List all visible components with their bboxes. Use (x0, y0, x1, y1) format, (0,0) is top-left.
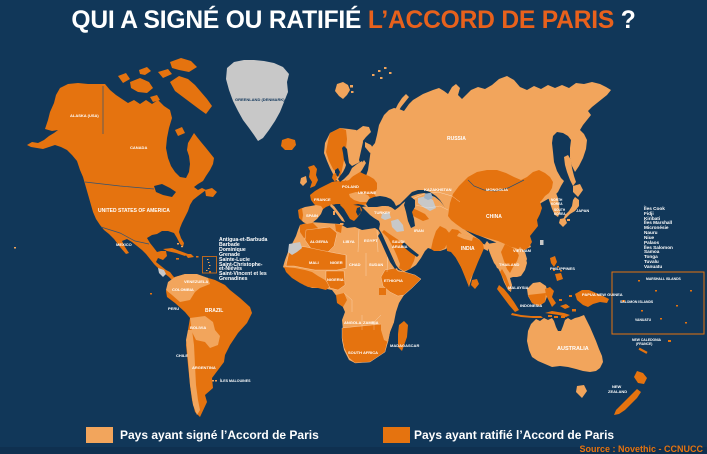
svg-text:AUSTRALIA: AUSTRALIA (557, 346, 589, 352)
svg-text:MARSHALL ISLANDS: MARSHALL ISLANDS (646, 277, 682, 281)
svg-text:FRANCE: FRANCE (314, 197, 331, 202)
svg-text:ZEALAND: ZEALAND (608, 389, 627, 394)
svg-text:SOUTH AFRICA: SOUTH AFRICA (348, 350, 378, 355)
svg-text:BRAZIL: BRAZIL (205, 308, 223, 314)
svg-text:MALAYSIA: MALAYSIA (508, 285, 529, 290)
svg-text:SUDAN: SUDAN (369, 262, 383, 267)
svg-text:ANGOLA: ANGOLA (344, 320, 361, 325)
svg-text:MALI: MALI (309, 260, 319, 265)
svg-text:GREENLAND (DENMARK): GREENLAND (DENMARK) (235, 97, 285, 102)
svg-text:THAILAND: THAILAND (499, 262, 520, 267)
svg-text:INDONESIA: INDONESIA (520, 303, 542, 308)
svg-text:NEW: NEW (612, 384, 622, 389)
svg-text:ALASKA (USA): ALASKA (USA) (70, 113, 99, 118)
svg-text:COLOMBIA: COLOMBIA (172, 287, 194, 292)
svg-text:NORTH: NORTH (551, 198, 563, 202)
svg-text:TURKEY: TURKEY (374, 210, 391, 215)
svg-text:ARABIA: ARABIA (392, 244, 408, 249)
svg-text:ETHIOPIA: ETHIOPIA (384, 278, 403, 283)
svg-text:SALOMON ISLANDS: SALOMON ISLANDS (620, 300, 654, 304)
svg-text:CANADA: CANADA (130, 145, 147, 150)
svg-text:ÎLES MALOUINES: ÎLES MALOUINES (219, 378, 251, 383)
svg-text:VANUATU: VANUATU (635, 318, 652, 322)
svg-text:KOREA: KOREA (551, 202, 563, 206)
svg-text:VENEZUELA: VENEZUELA (184, 279, 208, 284)
svg-text:UNITED STATES OF AMERICA: UNITED STATES OF AMERICA (98, 208, 170, 214)
svg-text:NEW CALEDONIA: NEW CALEDONIA (632, 338, 662, 342)
svg-text:JAPAN: JAPAN (576, 208, 589, 213)
svg-text:CHAD: CHAD (349, 262, 361, 267)
svg-text:SAUDI: SAUDI (392, 239, 404, 244)
svg-text:KAZAKHSTAN: KAZAKHSTAN (424, 187, 452, 192)
svg-text:MEXICO: MEXICO (116, 242, 132, 247)
svg-text:SPAIN: SPAIN (306, 213, 318, 218)
svg-text:INDIA: INDIA (461, 246, 475, 252)
svg-text:BOLIVIA: BOLIVIA (190, 325, 206, 330)
svg-text:NIGERIA: NIGERIA (327, 277, 344, 282)
svg-text:PHILIPPINES: PHILIPPINES (550, 266, 575, 271)
svg-text:ARGENTINA: ARGENTINA (192, 365, 216, 370)
svg-text:CHINA: CHINA (486, 214, 502, 220)
svg-text:PAPUA NEW GUINEA: PAPUA NEW GUINEA (582, 292, 623, 297)
svg-text:EGYPT: EGYPT (364, 238, 378, 243)
svg-text:ALGERIA: ALGERIA (310, 239, 328, 244)
svg-text:VIETNAM: VIETNAM (513, 248, 532, 253)
svg-text:SOUTH: SOUTH (554, 208, 566, 212)
svg-text:MADAGASCAR: MADAGASCAR (390, 343, 419, 348)
svg-text:ZAMBIA: ZAMBIA (363, 320, 379, 325)
svg-text:PERU: PERU (168, 306, 179, 311)
svg-text:NIGER: NIGER (330, 260, 343, 265)
svg-text:RUSSIA: RUSSIA (447, 136, 466, 142)
svg-text:LIBYA: LIBYA (343, 239, 355, 244)
svg-text:UKRAINE: UKRAINE (358, 190, 377, 195)
svg-text:IRAN: IRAN (414, 228, 424, 233)
svg-text:CHILE: CHILE (176, 353, 188, 358)
svg-text:POLAND: POLAND (342, 184, 359, 189)
svg-text:(FRANCE): (FRANCE) (636, 342, 652, 346)
svg-text:MONGOLIA: MONGOLIA (486, 187, 508, 192)
svg-text:KOREA: KOREA (554, 212, 566, 216)
